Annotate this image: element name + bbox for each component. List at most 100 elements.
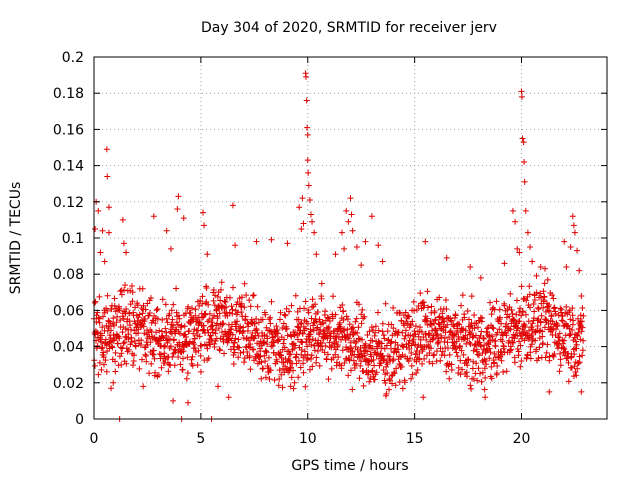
data-point [110,332,117,338]
data-point [282,312,289,319]
data-point [381,356,388,363]
data-point [164,319,171,326]
data-point [361,313,368,320]
data-point [143,358,150,365]
data-point [122,282,129,289]
data-point [158,364,165,371]
data-point [280,359,287,366]
data-point [263,349,270,356]
data-point [187,319,194,326]
data-point [294,336,301,343]
data-point [466,316,473,323]
data-point [535,305,542,312]
data-point [552,310,559,317]
data-point [345,335,352,342]
data-point [111,302,118,309]
data-point [116,353,123,360]
data-point [383,390,390,397]
data-point [119,329,126,336]
data-point [404,313,411,320]
data-point [170,397,177,404]
data-point [468,385,475,392]
data-point [510,339,517,346]
data-point [405,340,412,347]
data-point [142,351,149,358]
data-point [225,336,232,343]
data-point [358,311,365,318]
data-point [295,374,302,381]
data-point [541,324,548,331]
data-point [151,355,158,362]
data-point [303,73,310,80]
data-point [558,306,565,313]
data-point [395,329,402,336]
data-point [355,301,362,308]
data-point [509,310,516,317]
data-point [199,293,206,300]
data-point [165,368,172,375]
data-point [192,349,199,356]
data-point [402,327,409,334]
data-point [189,316,196,323]
data-point [476,339,483,346]
data-point [214,383,221,390]
data-point [578,293,585,300]
data-point [412,323,419,330]
data-point [569,312,576,319]
data-point [125,346,132,353]
data-point [162,342,169,349]
data-point [154,306,161,313]
y-tick-label: 0.02 [53,376,84,392]
data-point [231,349,238,356]
data-point [266,375,273,382]
data-point [563,322,570,329]
data-point [435,314,442,321]
data-point [303,97,310,104]
data-point [435,320,442,327]
data-point [509,316,516,323]
data-point [576,353,583,360]
data-point [371,362,378,369]
data-point [408,362,415,369]
data-point [464,335,471,342]
data-point [579,304,586,311]
data-point [250,346,257,353]
data-point [474,324,481,331]
data-point [262,374,269,381]
data-point [309,335,316,342]
data-point [253,315,260,322]
data-point [369,368,376,375]
data-point [245,337,252,344]
data-point [355,335,362,342]
data-point [233,321,240,328]
data-point [153,329,160,336]
data-point [92,362,99,369]
data-point [522,324,529,331]
data-point [274,330,281,337]
data-point [393,349,400,356]
data-point [478,343,485,350]
data-point [513,311,520,318]
data-point [329,315,336,322]
x-tick-label: 0 [90,431,99,447]
data-point [224,312,231,319]
data-point [427,318,434,325]
data-point [310,327,317,334]
data-point [199,300,206,307]
data-point [383,342,390,349]
data-point [366,328,373,335]
data-point [318,280,325,287]
data-point [289,341,296,348]
data-point [192,306,199,313]
data-point [345,372,352,379]
data-point [136,311,143,318]
data-point [405,313,412,320]
data-point [343,313,350,320]
data-point [288,333,295,340]
data-point [374,309,381,316]
data-point [320,320,327,327]
data-point [535,315,542,322]
data-point [232,335,239,342]
data-point [104,173,111,180]
data-point [368,324,375,331]
